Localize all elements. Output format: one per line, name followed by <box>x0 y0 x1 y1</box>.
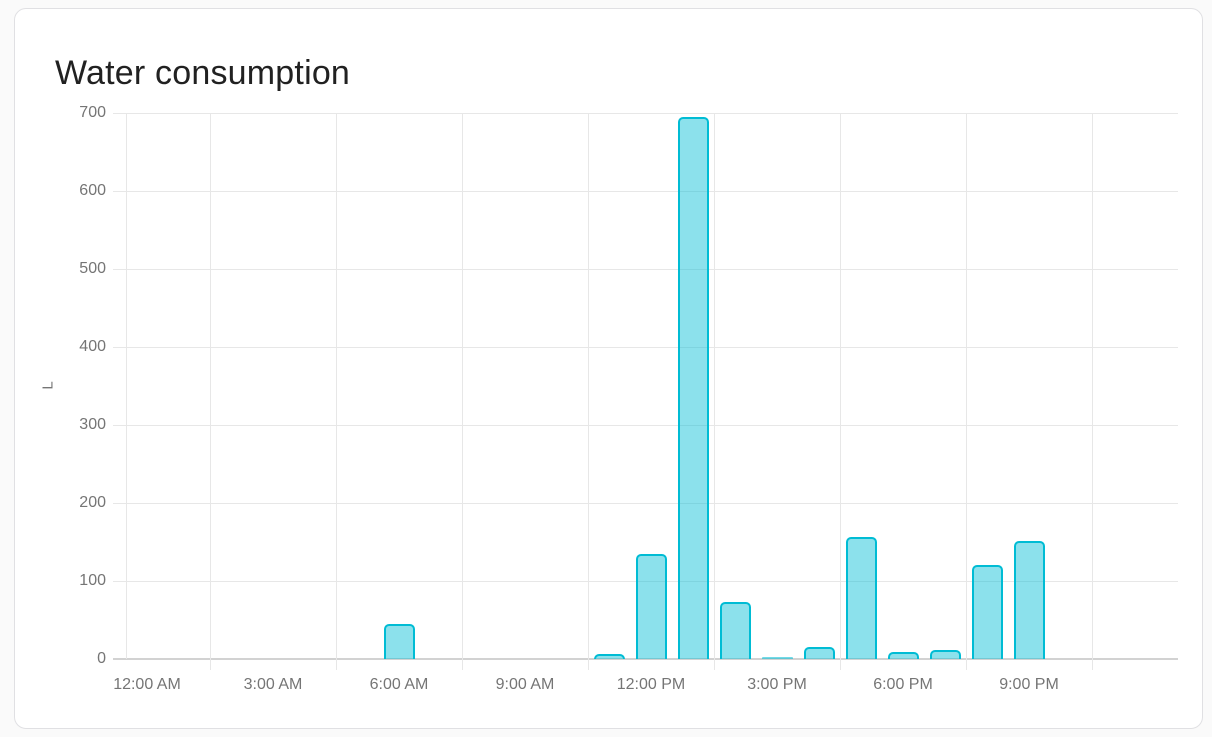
y-tick-label-0: 0 <box>97 650 106 667</box>
y-tick-label-400: 400 <box>79 338 106 355</box>
y-gridline-100 <box>113 580 1178 582</box>
x-gridline-hour-23 <box>1092 113 1093 670</box>
bar-3-00-pm[interactable] <box>761 657 793 659</box>
x-tick-label-12-00-pm: 12:00 PM <box>616 676 686 693</box>
x-gridline-hour-14 <box>714 113 715 670</box>
y-tick-label-200: 200 <box>79 494 106 511</box>
y-axis-line <box>126 113 127 659</box>
bar-12-00-pm[interactable] <box>635 553 667 659</box>
x-gridline-hour-2 <box>210 113 211 670</box>
y-axis-unit-label: L <box>39 381 57 390</box>
card-title: Water consumption <box>55 54 351 92</box>
x-tick-label-6-00-pm: 6:00 PM <box>873 676 933 693</box>
y-gridline-500 <box>113 268 1178 270</box>
x-tick-label-6-00-am: 6:00 AM <box>369 676 429 693</box>
bar-5-00-pm[interactable] <box>845 536 877 659</box>
bar-8-00-pm[interactable] <box>971 564 1003 659</box>
x-gridline-hour-17 <box>840 113 841 670</box>
y-tick-label-100: 100 <box>79 572 106 589</box>
x-tick-label-9-00-pm: 9:00 PM <box>999 676 1059 693</box>
x-gridline-hour-11 <box>588 113 589 670</box>
bar-7-00-pm[interactable] <box>929 649 961 659</box>
y-tick-label-700: 700 <box>79 104 106 121</box>
y-gridline-600 <box>113 190 1178 192</box>
bar-4-00-pm[interactable] <box>803 646 835 659</box>
y-gridline-200 <box>113 502 1178 504</box>
x-gridline-hour-8 <box>462 113 463 670</box>
x-tick-label-3-00-am: 3:00 AM <box>243 676 303 693</box>
bar-2-00-pm[interactable] <box>719 602 751 659</box>
y-tick-label-300: 300 <box>79 416 106 433</box>
bar-6-00-pm[interactable] <box>887 651 919 659</box>
y-gridline-400 <box>113 346 1178 348</box>
y-gridline-700 <box>113 112 1178 114</box>
bar-1-00-pm[interactable] <box>677 116 709 659</box>
x-tick-label-9-00-am: 9:00 AM <box>495 676 555 693</box>
water-consumption-card: Water consumption <box>14 8 1203 729</box>
bar-9-00-pm[interactable] <box>1013 541 1045 659</box>
y-gridline-300 <box>113 424 1178 426</box>
x-gridline-hour-20 <box>966 113 967 670</box>
bar-6-00-am[interactable] <box>383 623 415 659</box>
y-tick-label-500: 500 <box>79 260 106 277</box>
bar-11-00-am[interactable] <box>593 654 625 659</box>
x-tick-label-3-00-pm: 3:00 PM <box>747 676 807 693</box>
y-gridline-0 <box>113 658 1178 660</box>
y-tick-label-600: 600 <box>79 182 106 199</box>
x-tick-label-12-00-am: 12:00 AM <box>113 676 181 693</box>
x-gridline-hour-5 <box>336 113 337 670</box>
